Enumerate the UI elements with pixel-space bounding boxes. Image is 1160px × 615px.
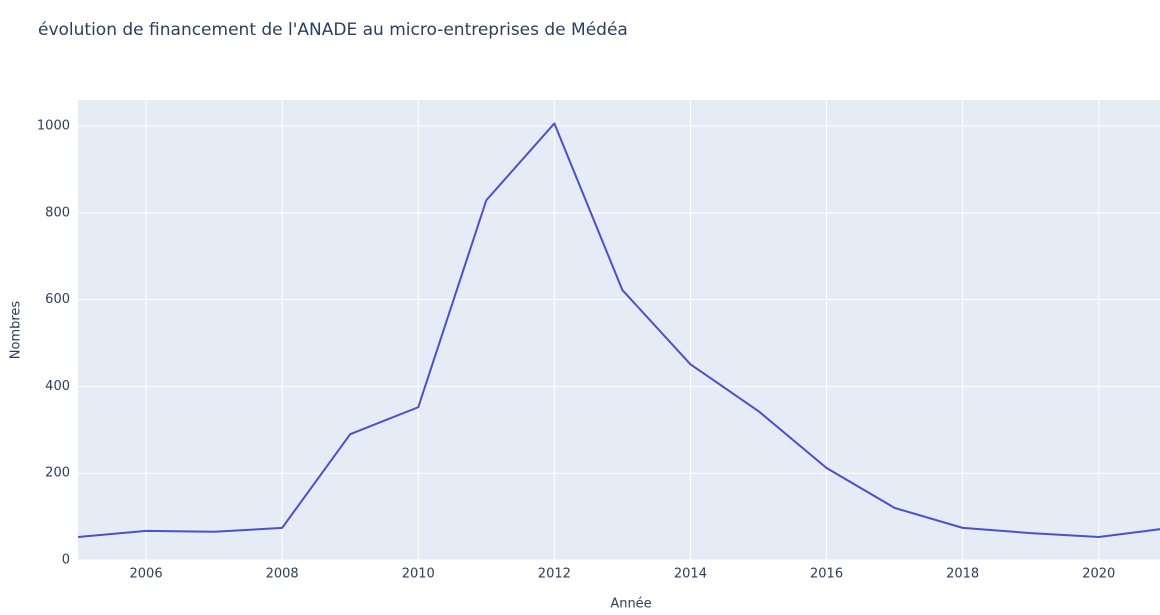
y-tick-label: 600 — [45, 292, 70, 307]
y-tick-label: 800 — [45, 205, 70, 220]
x-tick-label: 2018 — [946, 567, 979, 582]
chart-title: évolution de financement de l'ANADE au m… — [38, 20, 628, 40]
data-line — [78, 122, 1160, 538]
x-tick-label: 2020 — [1082, 567, 1115, 582]
y-tick-label: 1000 — [37, 119, 70, 134]
x-tick-label: 2010 — [402, 567, 435, 582]
x-tick-label: 2008 — [266, 567, 299, 582]
plot-area — [78, 100, 1160, 560]
y-tick-label: 0 — [62, 553, 70, 568]
lines — [78, 122, 1160, 538]
grid — [78, 100, 1160, 561]
y-tick-label: 200 — [45, 466, 70, 481]
x-tick-label: 2016 — [810, 567, 843, 582]
y-tick-label: 400 — [45, 379, 70, 394]
y-axis-label: Nombres — [9, 301, 24, 360]
x-tick-label: 2012 — [538, 567, 571, 582]
x-axis-label: Année — [610, 597, 651, 612]
x-tick-label: 2006 — [130, 567, 163, 582]
x-tick-label: 2014 — [674, 567, 707, 582]
